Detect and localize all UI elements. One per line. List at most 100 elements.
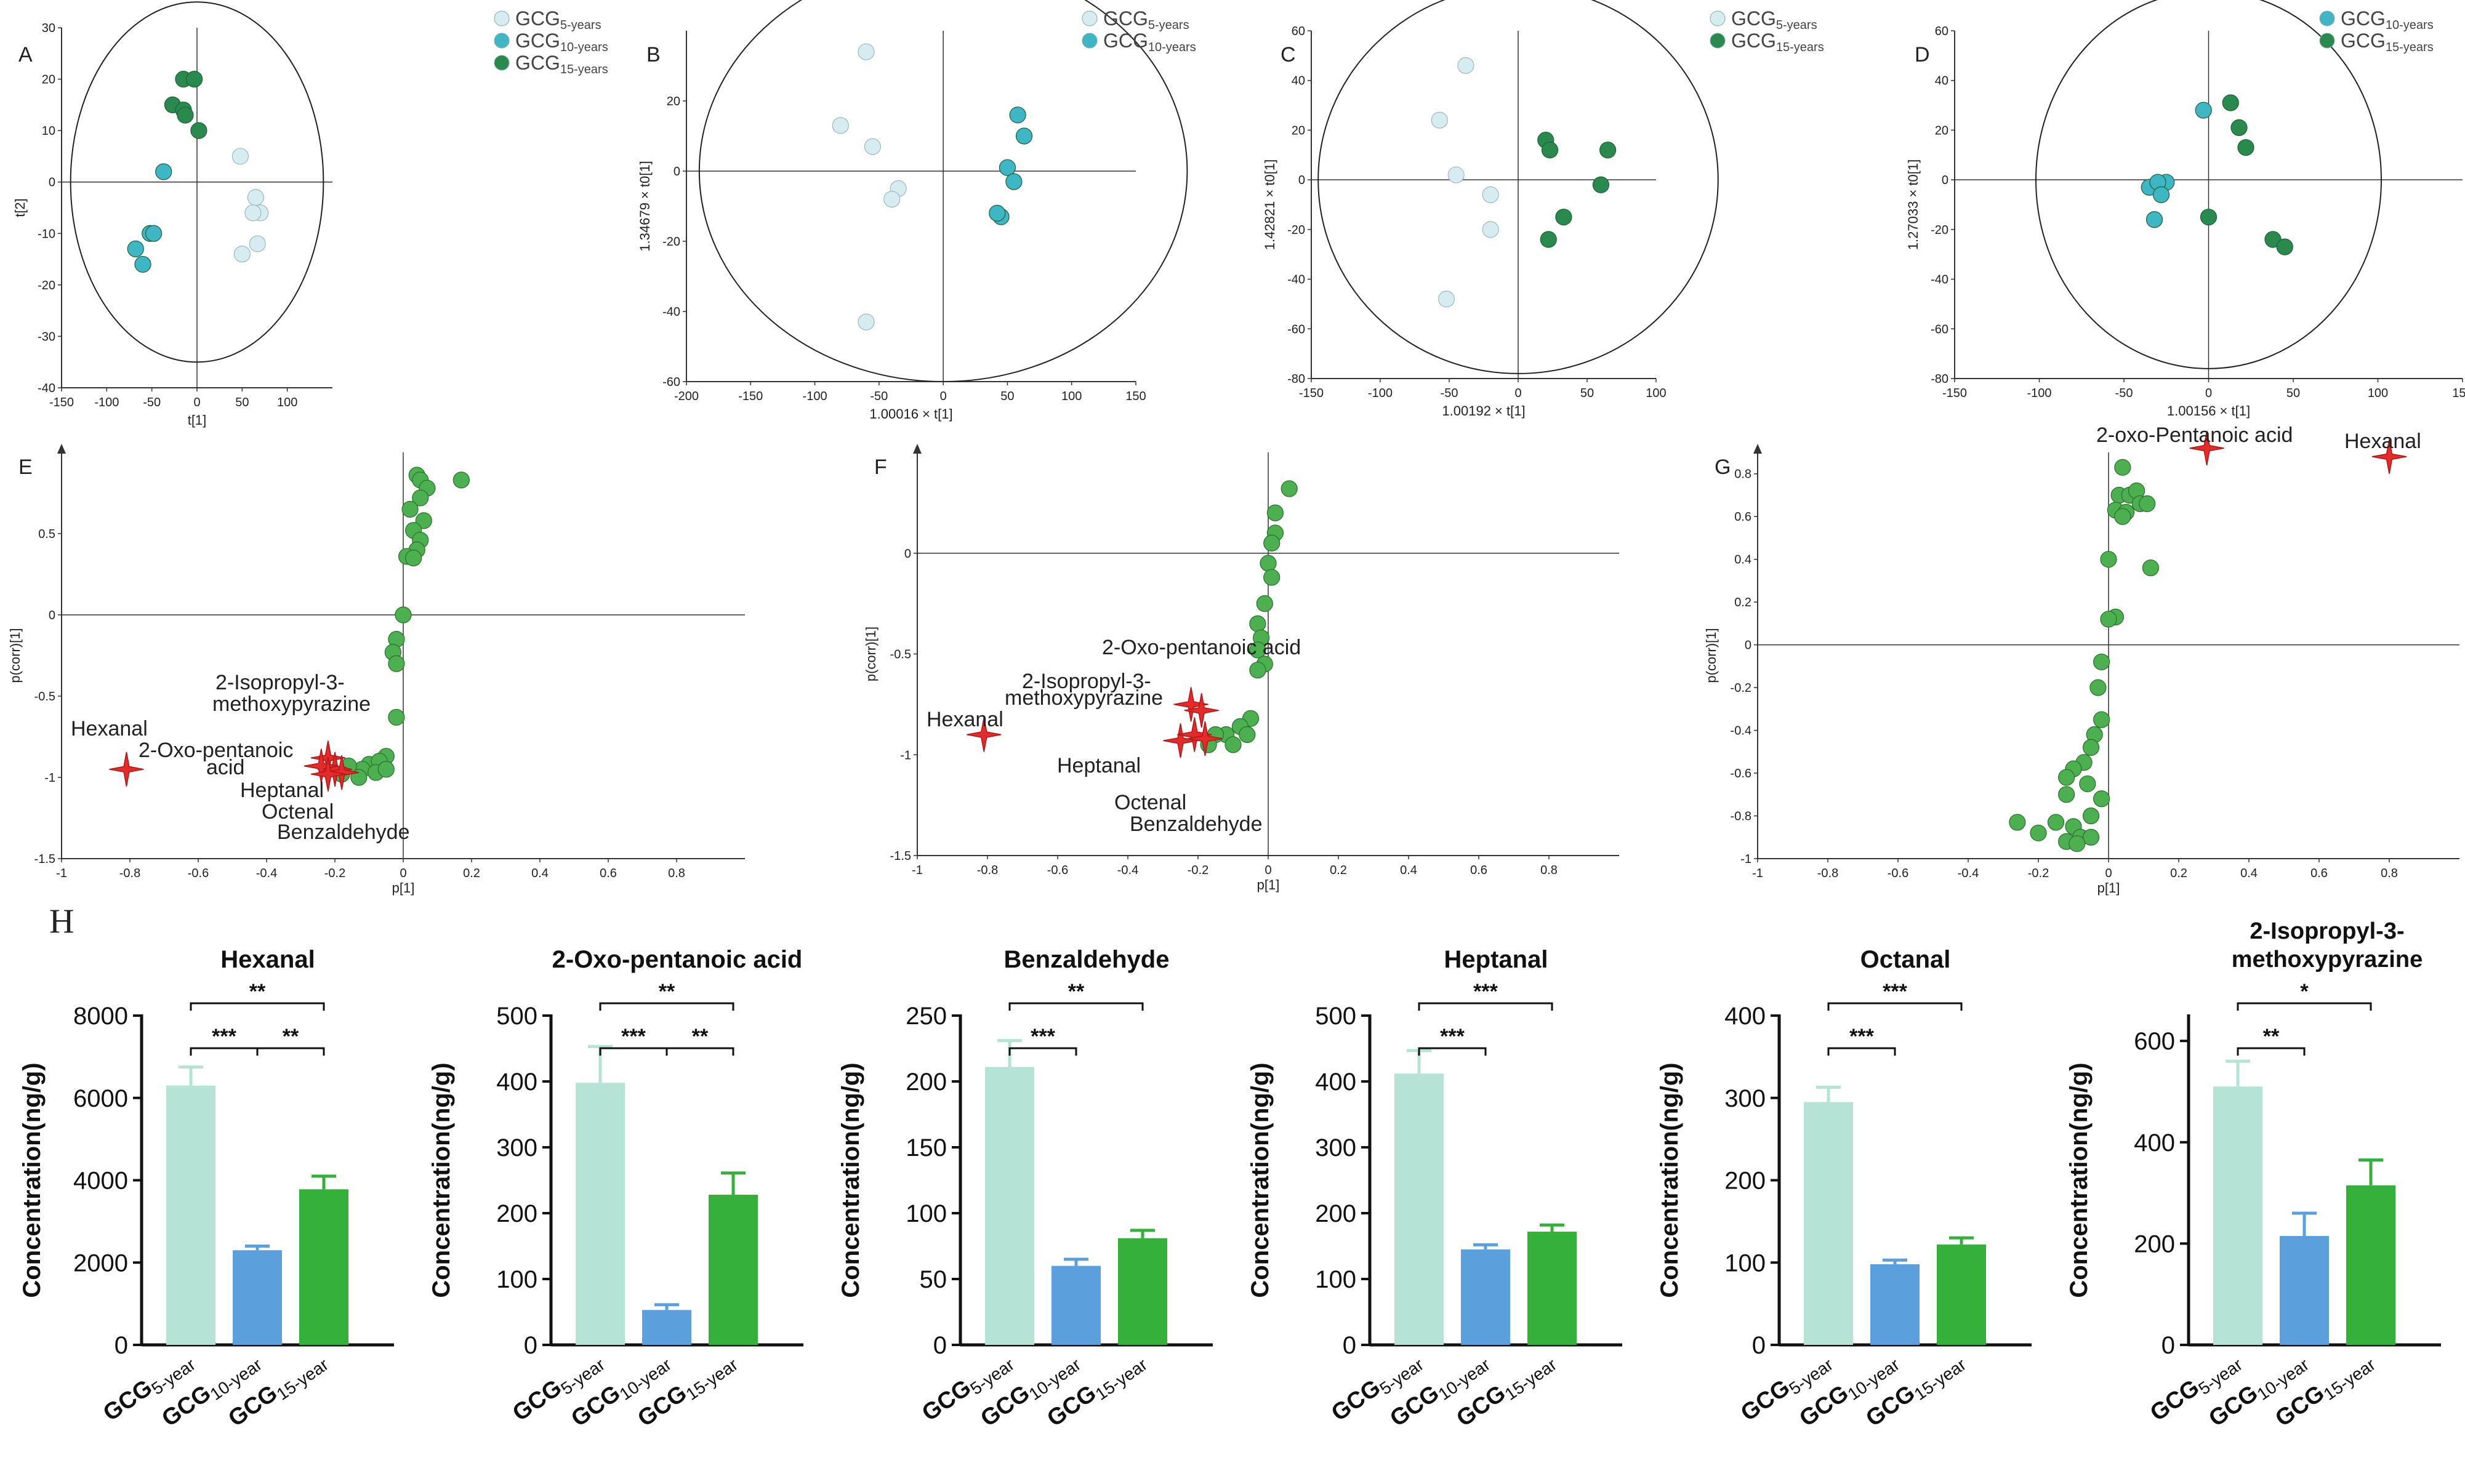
legend-label: GCG15-years (515, 52, 608, 76)
x-tick-label: 0 (2205, 387, 2212, 400)
panel-letter: D (1915, 43, 1930, 66)
y-tick-label: -0.5 (890, 648, 911, 662)
legend-marker (2319, 33, 2335, 49)
loading-point (1249, 662, 1266, 679)
x-tick-label: 50 (2286, 387, 2300, 400)
legend-label: GCG5-years (515, 7, 601, 32)
bar (2213, 1086, 2262, 1345)
score-point (1540, 231, 1557, 248)
loading-point (2139, 495, 2156, 512)
score-point (134, 255, 151, 273)
y-tick-label: 0 (524, 1332, 537, 1359)
panel-letter: E (18, 455, 33, 479)
x-tick-label: -50 (2115, 387, 2133, 400)
y-tick-label: 20 (667, 95, 680, 108)
score-point (1431, 111, 1448, 129)
x-tick-label: 0 (940, 390, 947, 403)
significance-bracket (1008, 1002, 1144, 1011)
bar (1394, 1073, 1444, 1345)
compound-annotation: Hexanal (2344, 430, 2421, 453)
legend-label: GCG10-years (1103, 30, 1196, 54)
category-subscript: 15-year (2320, 1355, 2379, 1404)
legend-marker (1710, 10, 1726, 26)
y-tick-label: -40 (1931, 273, 1948, 287)
significance-label: *** (1473, 980, 1498, 1003)
x-tick-label: 0.2 (463, 867, 480, 880)
y-tick-label: 20 (42, 73, 55, 87)
y-tick-label: -0.5 (34, 690, 55, 704)
chart-title: 2-Isopropyl-3- methoxypyrazine (2232, 918, 2423, 973)
category-subscript: 15-year (1092, 1355, 1151, 1404)
y-tick-label: 400 (1724, 1003, 1766, 1030)
vip-marker (109, 752, 144, 787)
score-point (2237, 139, 2254, 156)
bar (576, 1083, 625, 1345)
score-point (1009, 106, 1026, 124)
loading-point (1249, 615, 1266, 632)
y-tick-label: 40 (1935, 74, 1948, 88)
bar (299, 1189, 348, 1345)
loading-point (2093, 790, 2110, 808)
loading-point (2058, 769, 2075, 786)
category-label: GCG15-year (633, 1347, 741, 1435)
chart-title: 2-Oxo-pentanoic acid (552, 946, 803, 973)
score-point (249, 235, 266, 252)
y-tick-label: 0 (49, 176, 55, 190)
compound-annotation: methoxypyrazine (1005, 686, 1163, 710)
loading-point (2100, 551, 2117, 568)
y-tick-label: -20 (38, 279, 55, 292)
y-tick-label: 0 (1745, 639, 1751, 652)
significance-bracket (2237, 1002, 2372, 1011)
x-axis-label: 1.00192 × t[1] (1442, 403, 1525, 419)
loading-point (452, 471, 470, 489)
y-tick-label: 60 (1292, 25, 1305, 38)
x-tick-label: -150 (738, 390, 763, 403)
x-tick-label: 150 (2452, 387, 2465, 400)
legend-subscript: 10-years (560, 41, 608, 54)
loading-point (1281, 480, 1298, 497)
significance-label: *** (621, 1025, 646, 1048)
x-tick-label: 0.2 (2170, 867, 2187, 880)
loading-point (2114, 459, 2131, 476)
score-point (2264, 231, 2282, 248)
bar (642, 1310, 691, 1345)
loading-point (1266, 504, 1284, 521)
loading-point (412, 489, 429, 507)
score-point (177, 106, 194, 124)
y-tick-label: 200 (1315, 1200, 1356, 1227)
y-tick-label: 0.8 (1734, 468, 1751, 481)
y-tick-label: -80 (1931, 372, 1948, 386)
y-axis-arrow (913, 444, 922, 454)
panel-letter: A (18, 43, 33, 66)
x-tick-label: -150 (1299, 387, 1324, 400)
hotelling-ellipse (70, 1, 324, 363)
legend-label: GCG5-years (1103, 7, 1189, 32)
category-label: GCG15-year (1861, 1347, 1969, 1435)
chart-title-line: methoxypyrazine (2232, 947, 2423, 973)
loading-point (2082, 739, 2100, 756)
bar (1118, 1238, 1167, 1345)
chart-title: Benzaldehyde (1004, 946, 1170, 973)
y-tick-label: 30 (42, 22, 55, 35)
panel-letter: H (49, 902, 74, 941)
y-tick-label: 20 (1935, 124, 1948, 137)
bar (1937, 1244, 1986, 1345)
significance-bracket (1418, 1002, 1553, 1011)
loading-plot-F: F-1 -0.8 -0.6 -0.4 -0.2 0 0.2 0.4 0.6 0.8-1.5-1-0… (863, 444, 1619, 892)
x-tick-label: 0.8 (1540, 864, 1558, 877)
y-axis-label: 1.27033 × t0[1] (1905, 159, 1921, 250)
score-point (1541, 142, 1559, 159)
y-tick-label: 100 (1724, 1249, 1766, 1277)
loading-point (401, 500, 419, 518)
y-tick-label: -1 (1740, 852, 1751, 866)
bar (2280, 1236, 2329, 1345)
x-axis-label: 1.00156 × t[1] (2167, 403, 2250, 419)
y-axis-label: Concentration(ng/g) (837, 1062, 864, 1297)
vip-marker (310, 756, 346, 792)
y-tick-label: 0 (1752, 1332, 1766, 1359)
y-tick-label: -20 (1287, 223, 1305, 237)
x-tick-label: -1 (1752, 867, 1763, 880)
bar (1052, 1265, 1101, 1345)
score-point (2152, 186, 2170, 203)
